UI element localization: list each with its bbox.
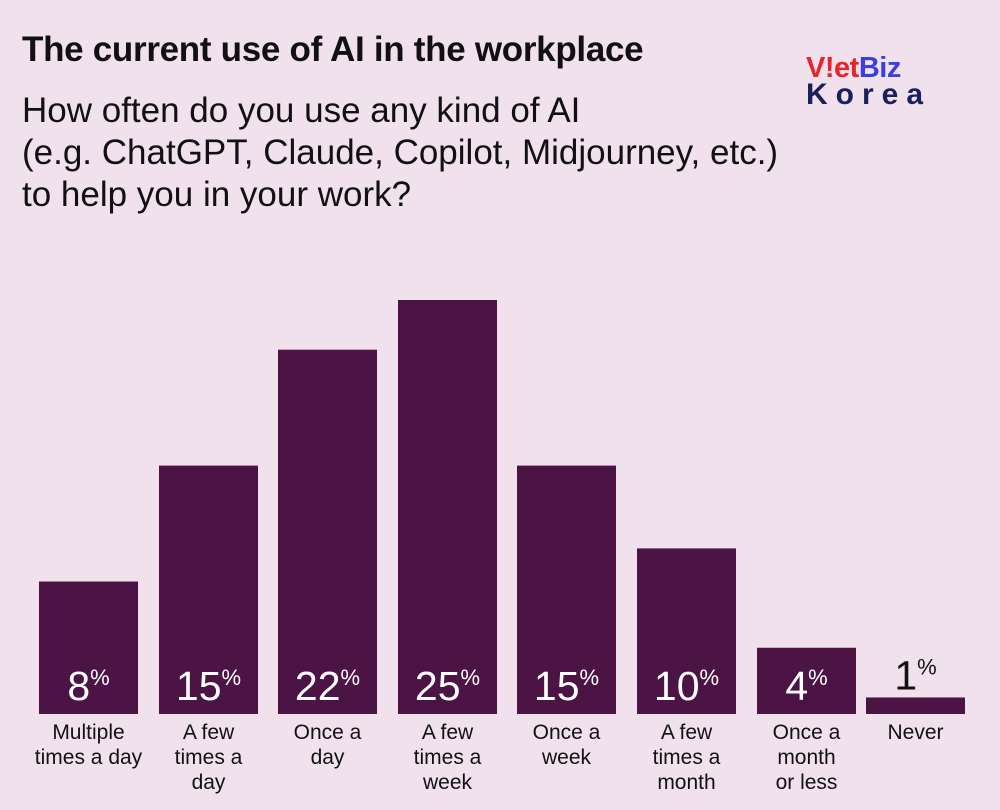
category-label-3: Once a day [294,721,362,769]
category-label-line: times a [653,746,721,769]
value-number: 10 [654,663,700,709]
category-label-line: week [541,746,592,769]
value-percent-sign: % [917,654,937,679]
category-label-line: A few [422,721,474,744]
value-percent-sign: % [461,665,481,690]
value-number: 4 [785,663,808,709]
value-label-6: 10% [654,663,719,709]
value-percent-sign: % [580,665,600,690]
vietbiz-korea-logo: V!etBiz Korea [806,54,946,110]
category-label-5: Once a week [533,721,601,769]
value-percent-sign: % [808,665,828,690]
bar-3 [278,349,377,714]
value-label-5: 15% [534,663,599,709]
category-label-line: A few [661,721,713,744]
bar-5 [517,465,616,714]
category-label-line: day [192,771,226,794]
value-number: 15 [534,663,580,709]
bar-8 [866,697,965,714]
bar-2 [159,465,258,714]
category-label-line: Once a [773,721,841,744]
category-label-line: times a [175,746,243,769]
value-label-2: 15% [176,663,241,709]
category-label-6: A few times a month [653,721,721,794]
category-label-line: Multiple [52,721,124,744]
value-percent-sign: % [222,665,242,690]
category-label-7: Once a month or less [773,721,841,794]
category-label-1: Multiple times a day [35,721,143,769]
value-number: 25 [415,663,461,709]
category-label-line: month [777,746,835,769]
logo-top-line: V!etBiz [806,54,946,83]
subtitle-line-3: to help you in your work? [22,175,412,214]
bar-4 [398,300,497,714]
category-label-line: A few [183,721,235,744]
logo-letters-biz: Biz [858,52,902,84]
value-number: 15 [176,663,222,709]
bar-7 [757,647,856,714]
category-label-line: times a [414,746,482,769]
chart-subtitle: How often do you use any kind of AI (e.g… [22,90,902,216]
category-label-line: Never [887,721,943,744]
category-label-line: times a day [35,746,143,769]
value-number: 8 [67,663,90,709]
chart-title: The current use of AI in the workplace [22,30,644,69]
bar-6 [637,548,736,714]
value-number: 1 [894,652,917,698]
category-label-line: or less [776,771,838,794]
subtitle-line-1: How often do you use any kind of AI [22,91,581,130]
value-label-3: 22% [295,663,360,709]
value-percent-sign: % [90,665,110,690]
logo-letter-v: V [806,52,825,84]
category-label-line: day [311,746,345,769]
category-label-8: Never [887,721,943,744]
value-label-4: 25% [415,663,480,709]
value-percent-sign: % [341,665,361,690]
category-label-line: week [422,771,473,794]
category-label-line: Once a [294,721,362,744]
category-label-line: Once a [533,721,601,744]
value-percent-sign: % [700,665,720,690]
logo-letter-exclaim: ! [824,52,835,84]
category-label-line: month [657,771,715,794]
bar-1 [39,581,138,714]
value-number: 22 [295,663,341,709]
value-label-8: 1% [894,652,936,698]
category-label-2: A few times a day [175,721,243,794]
logo-bottom-line: Korea [806,78,932,111]
logo-letters-et: et [834,52,859,84]
value-label-7: 4% [785,663,827,709]
category-label-4: A few times a week [414,721,482,794]
value-label-1: 8% [67,663,109,709]
subtitle-line-2: (e.g. ChatGPT, Claude, Copilot, Midjourn… [22,133,779,172]
